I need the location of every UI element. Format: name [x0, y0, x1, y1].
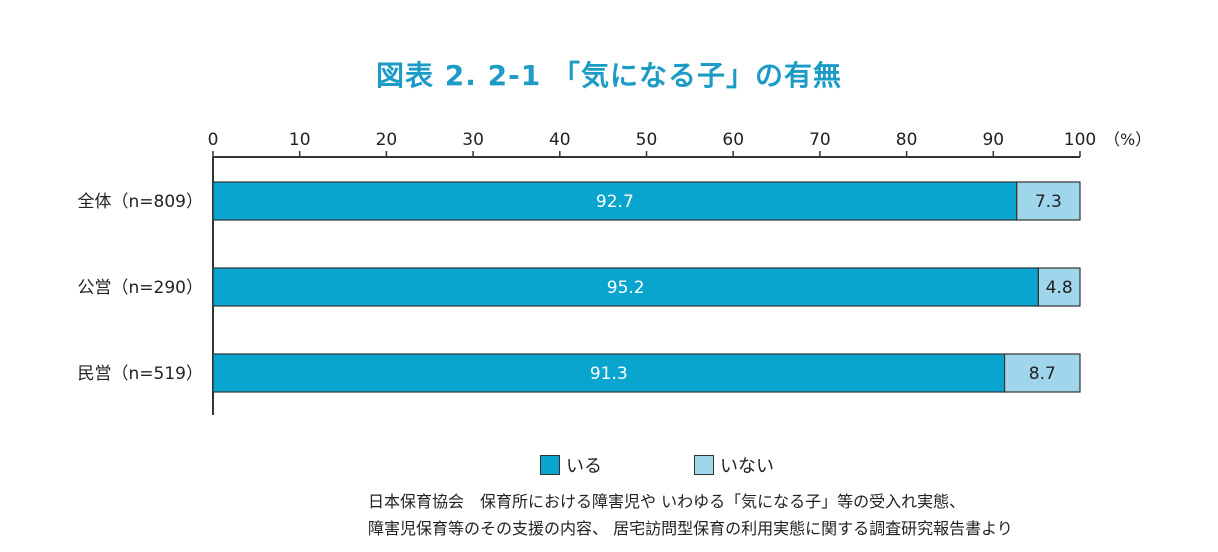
x-tick-label: 10	[289, 130, 311, 150]
legend: いる いない	[540, 452, 774, 478]
bar-segment-iru	[212, 267, 1039, 307]
x-tick-label: 50	[636, 130, 658, 150]
x-tick-label: 90	[982, 130, 1004, 150]
source-line-1: 日本保育協会 保育所における障害児や いわゆる「気になる子」等の受入れ実態、	[368, 492, 966, 511]
legend-item-iru: いる	[540, 452, 602, 478]
x-tick-label: 0	[208, 130, 219, 150]
x-tick-label: 60	[722, 130, 744, 150]
data-label-iru: 95.2	[607, 278, 645, 298]
legend-label-iru: いる	[566, 456, 602, 477]
legend-swatch-iru	[540, 455, 560, 475]
source-line-2: 障害児保育等のその支援の内容、 居宅訪問型保育の利用実態に関する調査研究報告書よ…	[368, 519, 1013, 538]
x-axis-unit: （%）	[1104, 130, 1151, 149]
category-label: 民営（n=519）	[78, 364, 203, 384]
bar-segment-iru	[212, 181, 1018, 221]
source-note: 日本保育協会 保育所における障害児や いわゆる「気になる子」等の受入れ実態、 障…	[368, 488, 1013, 542]
x-tick-label: 100	[1064, 130, 1096, 150]
data-label-inai: 7.3	[1035, 192, 1062, 212]
bar-segment-inai	[1037, 267, 1081, 307]
x-tick-label: 20	[376, 130, 398, 150]
data-label-iru: 92.7	[596, 192, 634, 212]
category-label: 全体（n=809）	[78, 192, 203, 212]
legend-label-inai: いない	[720, 456, 774, 477]
chart-title: 図表 2. 2-1 「気になる子」の有無	[376, 59, 842, 92]
legend-swatch-inai	[694, 455, 714, 475]
x-tick-label: 30	[462, 130, 484, 150]
data-label-inai: 4.8	[1046, 278, 1073, 298]
x-tick-label: 70	[809, 130, 831, 150]
category-label: 公営（n=290）	[78, 278, 203, 298]
bar-chart: 0 10 20 30 40 50 60 70 80 90 100 （%） 全体（n=809） 92.7 7.…	[78, 130, 1151, 415]
x-tick-label: 40	[549, 130, 571, 150]
x-tick-label: 80	[896, 130, 918, 150]
data-label-iru: 91.3	[590, 364, 628, 384]
bar-segment-iru	[212, 353, 1006, 393]
legend-item-inai: いない	[694, 452, 774, 478]
bar-segment-inai	[1016, 181, 1081, 221]
bar-segment-inai	[1003, 353, 1081, 393]
data-label-inai: 8.7	[1029, 364, 1056, 384]
